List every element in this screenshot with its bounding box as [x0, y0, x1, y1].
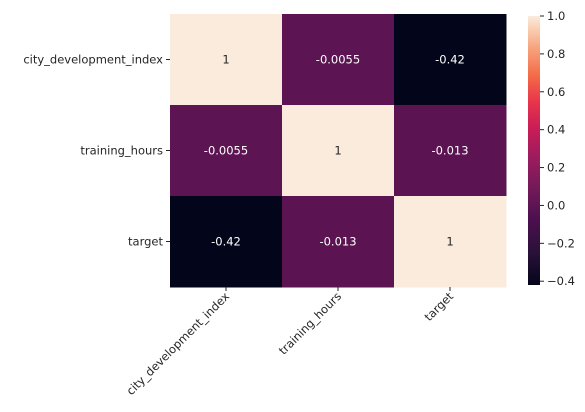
colorbar	[528, 16, 540, 285]
y-tick-label: training_hours	[80, 144, 163, 158]
colorbar-tick-label: −0.2	[547, 236, 575, 250]
y-axis-ticks: city_development_index training_hourstarg…	[23, 53, 170, 249]
colorbar-tick-label: 0.0	[547, 198, 565, 212]
colorbar-tick-label: 0.4	[547, 123, 565, 137]
y-tick-label: city_development_index	[23, 53, 163, 67]
colorbar-tick-label: 0.8	[547, 47, 565, 61]
heatmap-cell-label-r2-c1: -0.013	[319, 235, 356, 249]
heatmap-cell-label-r1-c2: -0.013	[431, 144, 468, 158]
heatmap-cells	[170, 14, 507, 288]
heatmap-cell-r1-c2	[394, 105, 507, 197]
heatmap-cell-label-r2-c0: -0.42	[211, 235, 241, 249]
x-tick-label: training_hours	[276, 289, 344, 357]
colorbar-tick-label: 0.6	[547, 85, 565, 99]
heatmap-cell-label-r0-c2: -0.42	[435, 53, 465, 67]
heatmap-cell-annotations: 1 -0.0055 -0.42 -0.0055 1 -0.013 -0.42 -0.013 1	[204, 53, 469, 249]
heatmap-cell-label-r1-c0: -0.0055	[204, 144, 248, 158]
heatmap-cell-r0-c2	[394, 14, 507, 106]
colorbar-tick-label: 0.2	[547, 161, 565, 175]
heatmap-cell-r1-c0	[170, 105, 283, 197]
heatmap-cell-r1-c1	[282, 105, 395, 197]
colorbar-tick-label: 1.0	[547, 9, 565, 23]
heatmap-cell-r0-c1	[282, 14, 395, 106]
heatmap-cell-label-r0-c1: -0.0055	[316, 53, 360, 67]
colorbar-ticks: 1.0 0.8 0.6 0.4 0.2 0.0 −0.2 −0.4	[540, 9, 575, 288]
x-axis-ticks: city_development_index training_hours targ…	[123, 287, 456, 398]
heatmap-cell-r2-c0	[170, 196, 283, 288]
colorbar-gradient	[528, 16, 540, 285]
y-tick-label: target	[128, 235, 163, 249]
heatmap-cell-label-r2-c2: 1	[446, 235, 453, 249]
x-tick-label: city_development_index	[123, 289, 232, 398]
heatmap-cell-label-r0-c0: 1	[222, 53, 229, 67]
x-tick-label: target	[421, 289, 456, 324]
heatmap-cell-r0-c0	[170, 14, 283, 106]
colorbar-tick-label: −0.4	[547, 274, 575, 288]
heatmap-cell-label-r1-c1: 1	[334, 144, 341, 158]
heatmap-cell-r2-c2	[394, 196, 507, 288]
heatmap-cell-r2-c1	[282, 196, 395, 288]
